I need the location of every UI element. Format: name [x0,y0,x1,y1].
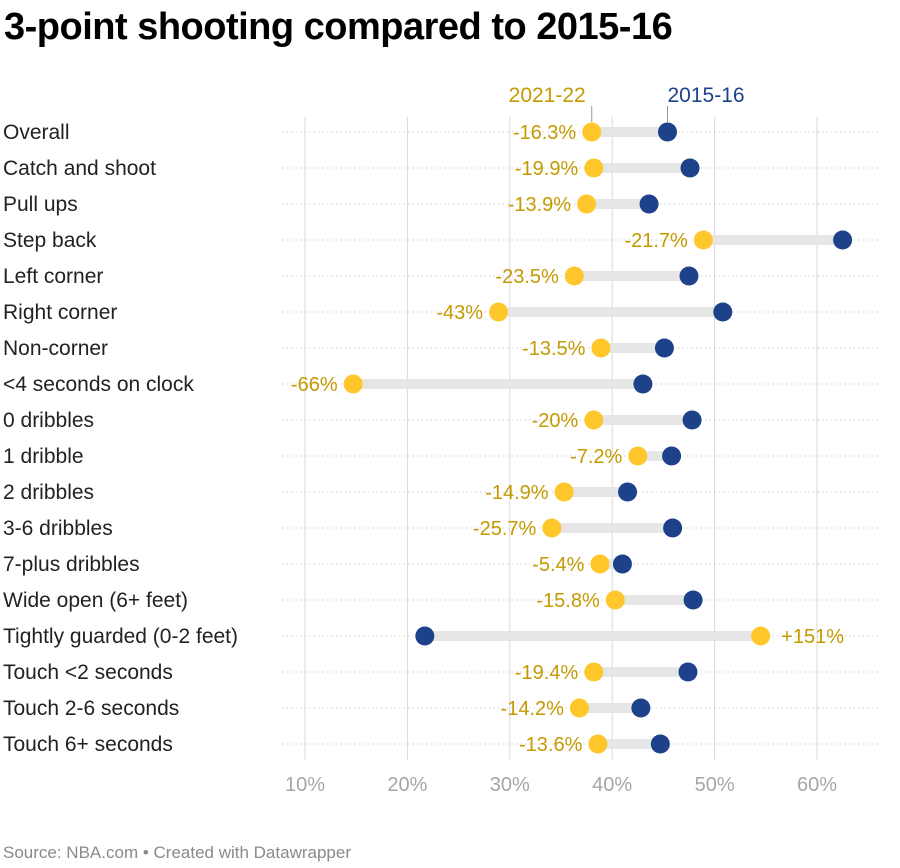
dot-2021-22 [628,446,648,466]
dot-2015-16 [680,158,700,178]
category-label: Left corner [3,265,103,288]
category-label: Right corner [3,301,117,324]
x-tick-label: 40% [592,774,632,796]
category-label: <4 seconds on clock [3,373,194,396]
dot-2015-16 [678,662,698,682]
change-label: -66% [291,374,338,396]
change-label: -19.4% [515,662,579,684]
dot-2021-22 [542,518,562,538]
dot-2015-16 [662,446,682,466]
dot-2021-22 [590,554,610,574]
dot-2021-22 [569,698,589,718]
change-label: -20% [532,410,579,432]
dot-2021-22 [588,734,608,754]
change-label: -7.2% [570,446,622,468]
change-label: -14.9% [485,482,549,504]
legend-label-2015-16: 2015-16 [667,84,744,107]
dot-2021-22 [751,626,771,646]
change-label: -21.7% [624,230,688,252]
dot-2015-16 [713,302,733,322]
category-label: Touch 6+ seconds [3,733,173,756]
dot-2015-16 [654,338,674,358]
category-label: Touch <2 seconds [3,661,173,684]
category-label: Catch and shoot [3,157,156,180]
dot-2021-22 [591,338,611,358]
legend: 2021-22 2015-16 [509,84,745,122]
change-label: -43% [436,302,483,324]
change-label: -15.8% [536,590,600,612]
x-axis: 10% 20% 30% 40% 50% 60% [285,774,837,796]
dot-2021-22 [584,662,604,682]
category-label: 2 dribbles [3,481,94,504]
dot-2021-22 [605,590,625,610]
change-label: -25.7% [473,518,537,540]
dot-2015-16 [650,734,670,754]
dot-2015-16 [639,194,659,214]
change-label: -23.5% [495,266,559,288]
dot-2021-22 [693,230,713,250]
change-label: -16.3% [513,122,577,144]
dot-2015-16 [663,518,683,538]
dot-2021-22 [343,374,363,394]
source-footer: Source: NBA.com • Created with Datawrapp… [3,843,351,862]
category-label: Pull ups [3,193,78,216]
dot-2015-16 [633,374,653,394]
dot-2021-22 [564,266,584,286]
category-label: Non-corner [3,337,108,360]
dot-2015-16 [612,554,632,574]
change-label: -14.2% [501,698,565,720]
legend-label-2021-22: 2021-22 [509,84,586,107]
row-layer: Overall -16.3% Catch and shoot -19.9% Pull u… [3,121,853,756]
chart-title: 3-point shooting compared to 2015-16 [4,6,673,48]
category-label: Touch 2-6 seconds [3,697,179,720]
dot-2015-16 [682,410,702,430]
x-tick-label: 20% [387,774,427,796]
category-label: Step back [3,229,97,252]
category-label: Tightly guarded (0-2 feet) [3,625,238,648]
category-label: 3-6 dribbles [3,517,113,540]
dot-2015-16 [679,266,699,286]
dot-2015-16 [683,590,703,610]
dot-2015-16 [657,122,677,142]
change-label: -5.4% [532,554,584,576]
dot-2015-16 [631,698,651,718]
dot-2021-22 [489,302,509,322]
dot-2021-22 [584,158,604,178]
change-label: +151% [781,626,844,648]
dot-2021-22 [584,410,604,430]
dot-2021-22 [577,194,597,214]
category-label: 7-plus dribbles [3,553,140,576]
change-label: -13.5% [522,338,586,360]
x-tick-label: 10% [285,774,325,796]
category-label: 1 dribble [3,445,84,468]
x-tick-label: 50% [695,774,735,796]
dot-2015-16 [833,230,853,250]
change-label: -19.9% [515,158,579,180]
category-label: Overall [3,121,70,144]
x-tick-label: 30% [490,774,530,796]
category-label: 0 dribbles [3,409,94,432]
change-label: -13.9% [508,194,572,216]
grid-layer [282,117,878,760]
dot-2021-22 [582,122,602,142]
category-label: Wide open (6+ feet) [3,589,188,612]
x-tick-label: 60% [797,774,837,796]
dot-2021-22 [554,482,574,502]
change-label: -13.6% [519,734,583,756]
dot-2015-16 [415,626,435,646]
dot-2015-16 [618,482,638,502]
